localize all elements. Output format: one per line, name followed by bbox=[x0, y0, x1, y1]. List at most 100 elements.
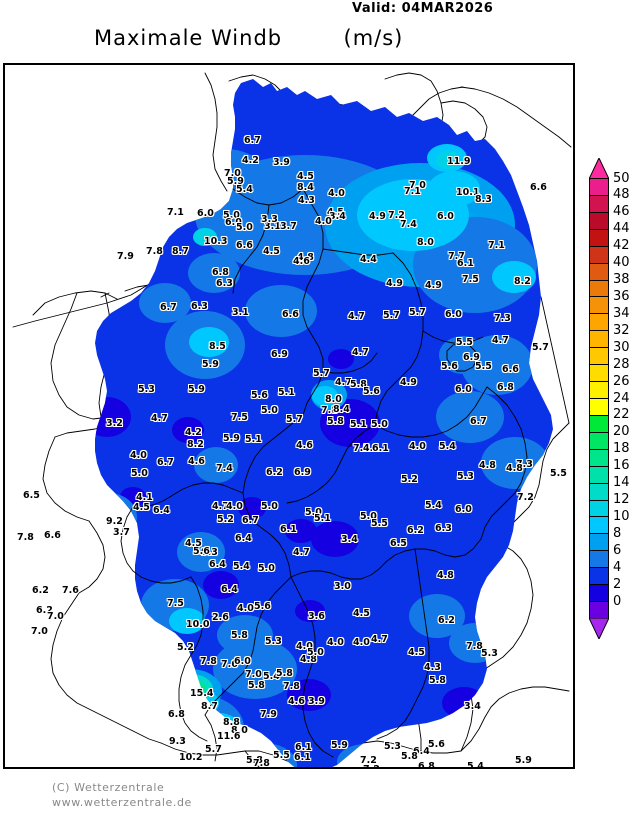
station-value: 2.6 bbox=[212, 612, 229, 623]
station-value: 6.5 bbox=[390, 538, 407, 549]
station-value: 10.3 bbox=[204, 236, 228, 247]
station-value: 5.7 bbox=[409, 307, 426, 318]
station-value: 5.6 bbox=[251, 390, 268, 401]
colorbar-cell bbox=[590, 280, 608, 298]
station-value: 4.7 bbox=[293, 547, 310, 558]
station-value: 5.1 bbox=[245, 434, 262, 445]
station-value: 7.6 bbox=[221, 659, 238, 670]
station-value: 4.6 bbox=[188, 456, 205, 467]
colorbar-cell bbox=[590, 500, 608, 518]
colorbar-tick: 12 bbox=[613, 492, 630, 508]
station-value: 6.2 bbox=[438, 615, 455, 626]
station-value: 5.7 bbox=[532, 342, 549, 353]
station-value: 4.7 bbox=[151, 413, 168, 424]
colorbar-tick: 26 bbox=[613, 373, 630, 389]
colorbar-cell bbox=[590, 449, 608, 467]
station-value: 7.5 bbox=[231, 412, 248, 423]
station-value: 5.8 bbox=[246, 755, 263, 766]
station-value: 5.0 bbox=[223, 210, 240, 221]
colorbar-tick: 48 bbox=[613, 187, 630, 203]
station-value: 4.7 bbox=[335, 377, 352, 388]
station-value: 4.6 bbox=[288, 696, 305, 707]
station-value: 5.0 bbox=[305, 507, 322, 518]
station-value: 4.1 bbox=[363, 443, 380, 454]
station-value: 6.8 bbox=[497, 382, 514, 393]
station-value: 8.4 bbox=[297, 182, 314, 193]
colorbar-tick: 2 bbox=[613, 576, 622, 592]
station-value: 4.5 bbox=[327, 207, 344, 218]
colorbar-cell bbox=[590, 229, 608, 247]
colorbar-tick: 24 bbox=[613, 390, 630, 406]
station-value: 8.5 bbox=[209, 341, 226, 352]
station-value: 4.0 bbox=[353, 637, 370, 648]
colorbar-cell bbox=[590, 365, 608, 383]
station-value: 7.3 bbox=[494, 313, 511, 324]
station-value: 10.1 bbox=[456, 187, 480, 198]
station-value: 4.0 bbox=[315, 216, 332, 227]
station-value: 7.8 bbox=[466, 641, 483, 652]
station-value: 6.8 bbox=[168, 709, 185, 720]
colorbar-scale bbox=[589, 178, 609, 619]
station-value: 4.9 bbox=[425, 280, 442, 291]
station-value: 3.7 bbox=[113, 527, 130, 538]
station-value: 4.3 bbox=[424, 662, 441, 673]
colorbar-legend: 50 48 46 44 42 40 38 36 34 32 30 28 26 24 22 20 18 16 14 12… bbox=[589, 158, 632, 648]
station-value: 3.1 bbox=[264, 221, 281, 232]
station-value: 6.0 bbox=[225, 217, 242, 228]
station-value: 5.7 bbox=[205, 744, 222, 755]
station-value: 6.9 bbox=[271, 349, 288, 360]
colorbar-cell bbox=[590, 466, 608, 484]
station-value: 5.3 bbox=[138, 384, 155, 395]
station-value: 4.5 bbox=[185, 538, 202, 549]
colorbar-tick: 36 bbox=[613, 288, 630, 304]
station-value: 7.0 bbox=[47, 611, 64, 622]
station-value: 3.4 bbox=[329, 211, 346, 222]
colorbar-tick: 46 bbox=[613, 204, 630, 220]
colorbar-bottom-arrow bbox=[589, 618, 609, 639]
station-value: 6.2 bbox=[36, 605, 53, 616]
colorbar-tick: 4 bbox=[613, 559, 622, 575]
station-value: 5.8 bbox=[327, 416, 344, 427]
station-value: 6.6 bbox=[282, 309, 299, 320]
station-value: 4.0 bbox=[226, 501, 243, 512]
colorbar-cell bbox=[590, 551, 608, 569]
station-value: 6.4 bbox=[209, 559, 226, 570]
station-value: 4.1 bbox=[136, 492, 153, 503]
station-value: 3.2 bbox=[106, 418, 123, 429]
station-value: 5.4 bbox=[439, 441, 456, 452]
station-value: 3.9 bbox=[273, 157, 290, 168]
station-value: 4.5 bbox=[408, 647, 425, 658]
station-value: 5.4 bbox=[263, 671, 280, 682]
state-borders bbox=[120, 188, 528, 762]
station-value: 4.8 bbox=[437, 570, 454, 581]
colorbar-cell bbox=[590, 348, 608, 366]
weather-map-canvas bbox=[5, 65, 573, 767]
station-value: 8.3 bbox=[475, 194, 492, 205]
station-value: 5.6 bbox=[193, 546, 210, 557]
station-value: 6.7 bbox=[470, 416, 487, 427]
station-value: 5.8 bbox=[231, 630, 248, 641]
colorbar-tick: 20 bbox=[613, 424, 630, 440]
colorbar-tick: 10 bbox=[613, 508, 630, 524]
colorbar-cell bbox=[590, 517, 608, 535]
colorbar-tick: 50 bbox=[613, 170, 630, 186]
station-value: 5.4 bbox=[467, 761, 484, 769]
colorbar-cell bbox=[590, 568, 608, 586]
station-value: 5.0 bbox=[371, 419, 388, 430]
station-value: 5.9 bbox=[227, 176, 244, 187]
colorbar-cell bbox=[590, 195, 608, 213]
station-value: 4.0 bbox=[130, 450, 147, 461]
station-value: 15.4 bbox=[190, 688, 214, 699]
colorbar-cell bbox=[590, 415, 608, 433]
website-label[interactable]: www.wetterzentrale.de bbox=[52, 796, 192, 809]
station-value: 4.5 bbox=[297, 171, 314, 182]
station-value: 8.0 bbox=[325, 394, 342, 405]
station-value: 5.3 bbox=[457, 471, 474, 482]
station-value: 5.5 bbox=[475, 361, 492, 372]
station-value: 6.6 bbox=[236, 240, 253, 251]
station-value: 4.7 bbox=[371, 634, 388, 645]
station-value: 7.2 bbox=[517, 492, 534, 503]
station-value: 4.8 bbox=[300, 654, 317, 665]
station-value: 6.0 bbox=[445, 309, 462, 320]
station-value: 4.2 bbox=[185, 427, 202, 438]
